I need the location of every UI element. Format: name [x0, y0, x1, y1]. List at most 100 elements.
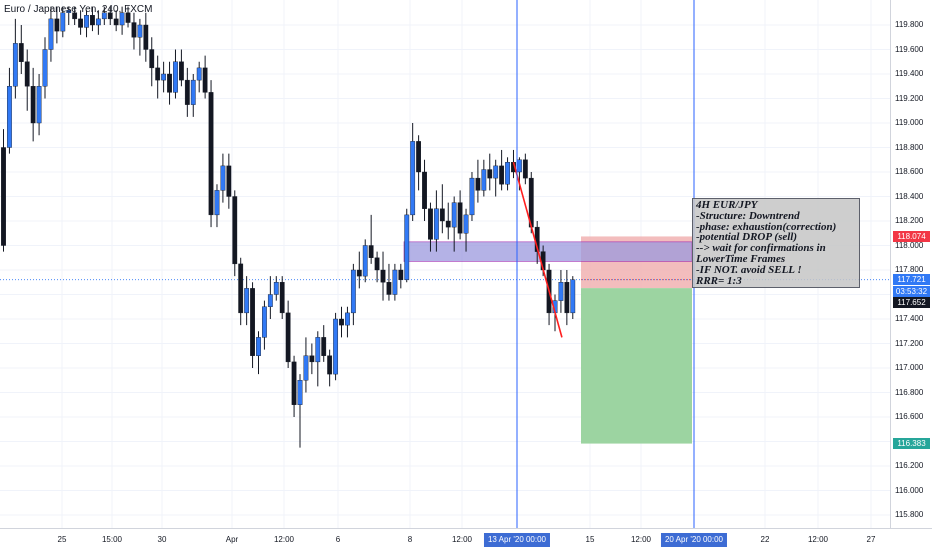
candle-down: [78, 18, 83, 28]
candle-down: [149, 49, 155, 69]
downtrend-line: [512, 161, 563, 338]
candle-up: [350, 269, 356, 314]
time-tick-label: 8: [407, 535, 413, 544]
annotation-line: -Structure: Downtrend: [696, 209, 800, 222]
candle-up: [410, 141, 416, 216]
candle-up: [297, 380, 303, 405]
time-tick-label: 12:00: [451, 535, 473, 544]
candle-up: [493, 165, 499, 179]
price-tick-label: 119.600: [895, 44, 924, 54]
time-tick-label: 12:00: [273, 535, 295, 544]
candle-down: [439, 208, 445, 222]
candle-up: [48, 18, 54, 50]
candle-up: [404, 214, 410, 281]
entry-price-badge: 117.652: [893, 296, 930, 308]
target-price-badge: 116.383: [893, 438, 930, 450]
supply-zone: [403, 241, 693, 262]
candle-down: [457, 202, 463, 234]
time-tick-label: 25: [57, 535, 67, 544]
price-tick-label: 118.000: [895, 240, 924, 250]
candle-up: [517, 159, 522, 173]
candle-up: [315, 337, 321, 363]
crosshair-time-badge-right: 20 Apr '20 00:00: [660, 533, 728, 547]
candle-down: [184, 79, 190, 105]
candle-up: [214, 190, 220, 216]
price-tick-label: 119.400: [895, 69, 924, 78]
price-tick-label: 119.800: [895, 20, 924, 29]
price-tick-label: 117.400: [895, 314, 924, 323]
candle-down: [30, 86, 36, 124]
candle-up: [12, 43, 18, 87]
candle-down: [327, 355, 333, 375]
candle-down: [416, 141, 421, 173]
candle-down: [250, 288, 255, 356]
bar-countdown-badge: 03:53:32: [893, 286, 930, 298]
time-axis[interactable]: 13 Apr '20 00:00 20 Apr '20 00:00 25 15:0…: [0, 528, 932, 551]
candle-down: [143, 24, 149, 50]
candle-down: [398, 269, 404, 281]
candle-down: [309, 355, 315, 363]
price-tick-label: 117.800: [895, 265, 924, 274]
annotation-line: -IF NOT. avoid SELL !: [696, 263, 802, 276]
price-tick-label: 118.600: [895, 167, 924, 176]
time-tick-label: 6: [335, 535, 341, 544]
candle-up: [303, 355, 309, 381]
time-tick-label: 15:00: [101, 535, 123, 544]
price-tick-label: 116.200: [895, 461, 924, 470]
time-tick-label: 12:00: [807, 535, 829, 544]
candle-up: [505, 161, 510, 185]
analysis-annotation[interactable]: 4H EUR/JPY -Structure: Downtrend -phase: e…: [692, 198, 860, 288]
candle-up: [433, 208, 439, 240]
candle-down: [113, 18, 119, 26]
candle-down: [18, 43, 24, 62]
price-tick-label: 116.000: [895, 485, 924, 495]
candle-up: [36, 86, 42, 124]
time-tick-label: Apr: [225, 535, 239, 544]
symbol-title[interactable]: Euro / Japanese Yen, 240, FXCM: [4, 4, 153, 15]
current-price-badge: 117.721: [893, 274, 930, 286]
candle-down: [178, 61, 184, 81]
annotation-line: -phase: exhaustion(correction): [696, 220, 837, 233]
candle-down: [356, 269, 362, 277]
candle-down: [226, 165, 232, 197]
candle-down: [131, 22, 137, 38]
candle-down: [285, 312, 291, 363]
stop-price-badge: 118.074: [893, 230, 930, 242]
candle-up: [262, 306, 267, 338]
annotation-line: 4H EUR/JPY: [696, 199, 758, 211]
candle-down: [522, 159, 528, 179]
price-tick-label: 118.400: [895, 191, 924, 201]
candle-up: [463, 214, 469, 234]
price-chart[interactable]: [0, 0, 890, 528]
candle-up: [345, 312, 350, 326]
candle-up: [558, 282, 564, 301]
price-tick-label: 119.200: [895, 93, 924, 103]
annotation-line: -potential DROP (sell): [696, 231, 798, 244]
candle-down: [238, 263, 244, 314]
annotation-line: RRR= 1:3: [696, 274, 742, 287]
time-tick-label: 15: [585, 535, 595, 544]
candle-down: [202, 67, 208, 93]
time-tick-label: 22: [760, 535, 770, 544]
candle-down: [339, 318, 344, 326]
candle-up: [137, 24, 143, 38]
candle-down: [487, 169, 493, 179]
candle-up: [267, 294, 273, 307]
candle-up: [451, 202, 457, 228]
candle-down: [499, 165, 505, 185]
candle-up: [256, 337, 261, 356]
price-tick-label: 117.000: [895, 363, 924, 372]
candle-up: [220, 165, 226, 191]
candle-up: [84, 14, 89, 28]
candle-up: [392, 269, 398, 295]
candle-down: [1, 147, 6, 246]
candle-down: [374, 257, 380, 271]
candle-up: [95, 18, 101, 26]
candle-up: [273, 282, 279, 295]
candle-up: [469, 177, 475, 216]
crosshair-time-badge: 13 Apr '20 00:00: [483, 533, 551, 547]
candle-down: [422, 171, 427, 209]
candle-up: [196, 67, 202, 81]
time-tick-label: 12:00: [630, 535, 652, 544]
candle-down: [321, 337, 327, 356]
